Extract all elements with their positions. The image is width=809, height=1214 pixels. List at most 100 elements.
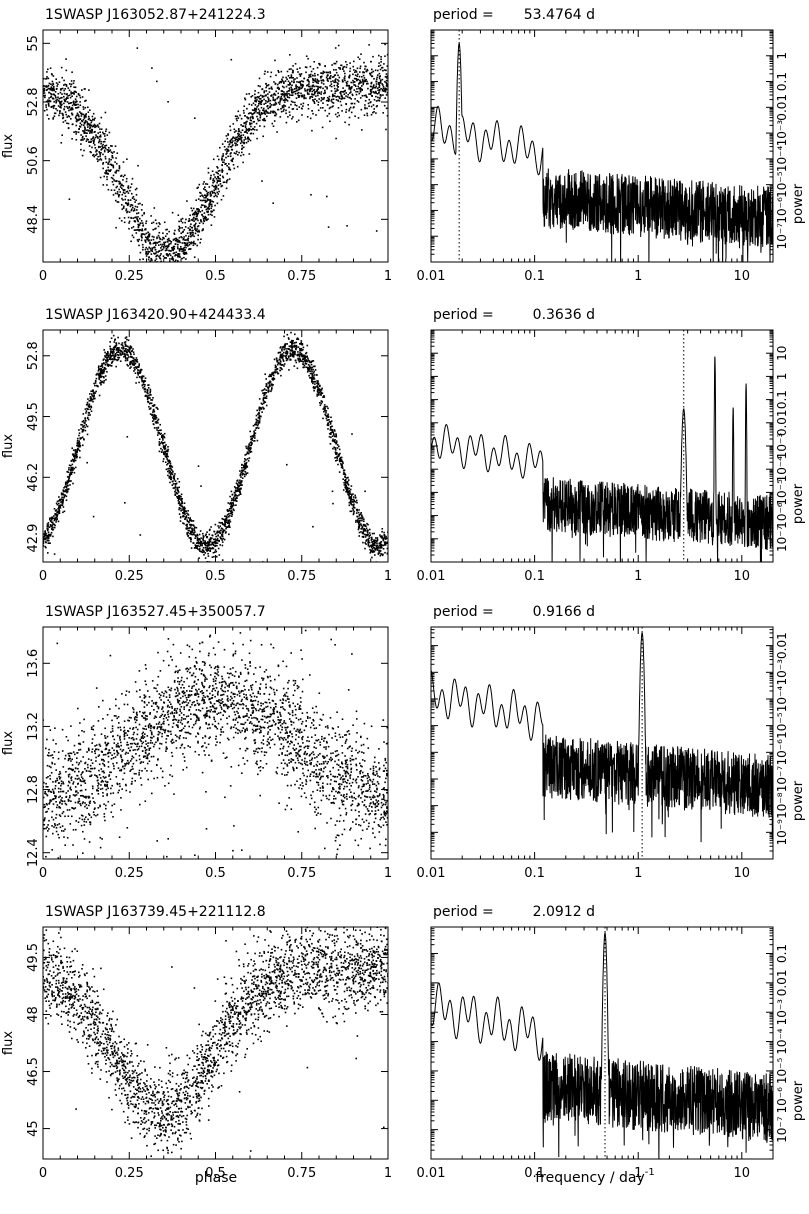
data-point bbox=[349, 67, 352, 70]
data-point bbox=[126, 359, 129, 362]
data-point bbox=[267, 105, 269, 107]
data-point bbox=[263, 117, 265, 120]
data-point bbox=[164, 461, 167, 463]
data-point bbox=[364, 547, 366, 550]
data-point bbox=[196, 536, 199, 539]
data-point bbox=[154, 242, 157, 244]
data-point bbox=[245, 447, 248, 450]
data-point bbox=[235, 117, 238, 120]
data-point bbox=[115, 344, 118, 346]
data-point bbox=[48, 99, 51, 102]
data-point bbox=[141, 384, 144, 386]
data-point bbox=[257, 118, 259, 120]
data-point bbox=[80, 124, 83, 126]
data-point bbox=[79, 446, 81, 448]
data-point bbox=[182, 522, 184, 524]
data-point bbox=[288, 111, 291, 113]
data-point bbox=[287, 96, 289, 98]
data-point bbox=[132, 210, 135, 212]
data-point bbox=[244, 458, 246, 460]
data-point bbox=[346, 491, 349, 494]
data-point bbox=[106, 134, 109, 136]
data-point bbox=[298, 87, 300, 89]
data-point bbox=[118, 180, 120, 183]
data-point bbox=[326, 195, 328, 198]
data-point bbox=[75, 139, 78, 141]
data-point bbox=[276, 361, 279, 363]
data-point bbox=[330, 75, 332, 77]
data-point bbox=[235, 130, 237, 132]
data-point bbox=[321, 387, 323, 390]
data-point bbox=[118, 195, 120, 198]
data-point bbox=[269, 381, 272, 383]
data-point bbox=[63, 92, 66, 95]
data-point bbox=[312, 525, 314, 528]
data-point bbox=[305, 360, 307, 362]
data-point bbox=[331, 429, 334, 431]
data-point bbox=[318, 92, 321, 95]
data-point bbox=[103, 349, 105, 351]
data-point bbox=[182, 512, 185, 515]
data-point bbox=[294, 104, 296, 106]
data-point bbox=[141, 380, 143, 383]
data-point bbox=[73, 467, 75, 470]
data-point bbox=[229, 169, 232, 171]
data-point bbox=[66, 122, 68, 124]
data-point bbox=[200, 537, 202, 539]
data-point bbox=[335, 442, 337, 445]
data-point bbox=[238, 133, 240, 136]
data-point bbox=[377, 69, 379, 72]
data-point bbox=[261, 95, 264, 97]
data-point bbox=[356, 67, 359, 70]
data-point bbox=[104, 155, 107, 158]
data-point bbox=[248, 443, 250, 445]
data-point bbox=[156, 242, 159, 244]
data-point bbox=[121, 187, 123, 190]
data-point bbox=[272, 372, 275, 375]
data-point bbox=[137, 164, 139, 167]
data-point bbox=[150, 402, 153, 405]
data-point bbox=[70, 480, 72, 482]
data-point bbox=[319, 388, 321, 391]
data-point bbox=[310, 194, 312, 196]
data-point bbox=[49, 100, 52, 103]
data-point bbox=[251, 115, 254, 118]
data-point bbox=[280, 356, 282, 359]
data-point bbox=[214, 187, 216, 189]
data-point bbox=[58, 504, 60, 507]
data-point bbox=[292, 342, 294, 344]
data-point bbox=[193, 213, 195, 215]
data-point bbox=[382, 69, 384, 72]
data-point bbox=[49, 524, 52, 526]
data-point bbox=[159, 442, 162, 445]
data-point bbox=[66, 101, 69, 103]
data-point bbox=[226, 519, 228, 521]
data-point bbox=[152, 228, 154, 231]
data-point bbox=[212, 179, 214, 182]
data-point bbox=[53, 553, 56, 555]
data-point bbox=[116, 185, 118, 188]
data-point bbox=[209, 199, 211, 201]
data-point bbox=[372, 87, 374, 90]
data-point bbox=[141, 204, 143, 206]
data-point bbox=[353, 89, 356, 91]
data-point bbox=[136, 239, 139, 241]
data-point bbox=[236, 165, 239, 168]
data-point bbox=[290, 76, 292, 79]
data-point bbox=[269, 105, 272, 107]
data-point bbox=[249, 112, 251, 114]
data-point bbox=[105, 362, 107, 364]
data-point bbox=[207, 167, 210, 170]
data-point bbox=[190, 207, 193, 209]
data-point bbox=[371, 71, 373, 74]
data-point bbox=[146, 391, 148, 394]
data-point bbox=[272, 98, 275, 100]
data-point bbox=[221, 168, 223, 171]
data-point bbox=[271, 122, 274, 125]
data-point bbox=[359, 65, 362, 68]
data-point bbox=[243, 122, 246, 125]
data-point bbox=[331, 64, 333, 66]
data-point bbox=[192, 232, 194, 234]
data-point bbox=[164, 235, 167, 237]
data-point bbox=[287, 355, 290, 357]
